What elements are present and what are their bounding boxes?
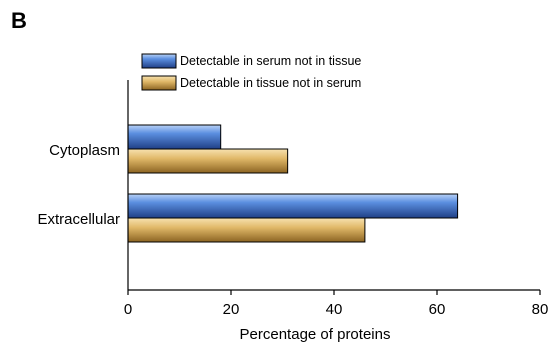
x-tick-label-60: 60 [429, 301, 446, 318]
bars-group [127, 124, 459, 243]
category-label-extracellular: Extracellular [37, 211, 120, 228]
legend-swatch-serum [141, 53, 177, 69]
x-tick-label-20: 20 [223, 301, 240, 318]
x-tick-label-40: 40 [326, 301, 343, 318]
x-axis-title: Percentage of proteins [240, 326, 391, 343]
panel-label: B [11, 8, 27, 33]
bar-extracellular-serum [127, 193, 459, 219]
legend-swatch-tissue [141, 75, 177, 91]
x-tick-label-0: 0 [124, 301, 132, 318]
legend: Detectable in serum not in tissue Detect… [141, 53, 361, 91]
bar-cytoplasm-tissue [127, 148, 289, 174]
bar-extracellular-tissue [127, 217, 366, 243]
bar-cytoplasm-serum [127, 124, 222, 150]
legend-label-tissue: Detectable in tissue not in serum [180, 76, 361, 90]
category-label-cytoplasm: Cytoplasm [49, 142, 120, 159]
x-tick-label-80: 80 [532, 301, 549, 318]
legend-label-serum: Detectable in serum not in tissue [180, 54, 361, 68]
x-ticks-group: 0 20 40 60 80 [124, 290, 549, 318]
